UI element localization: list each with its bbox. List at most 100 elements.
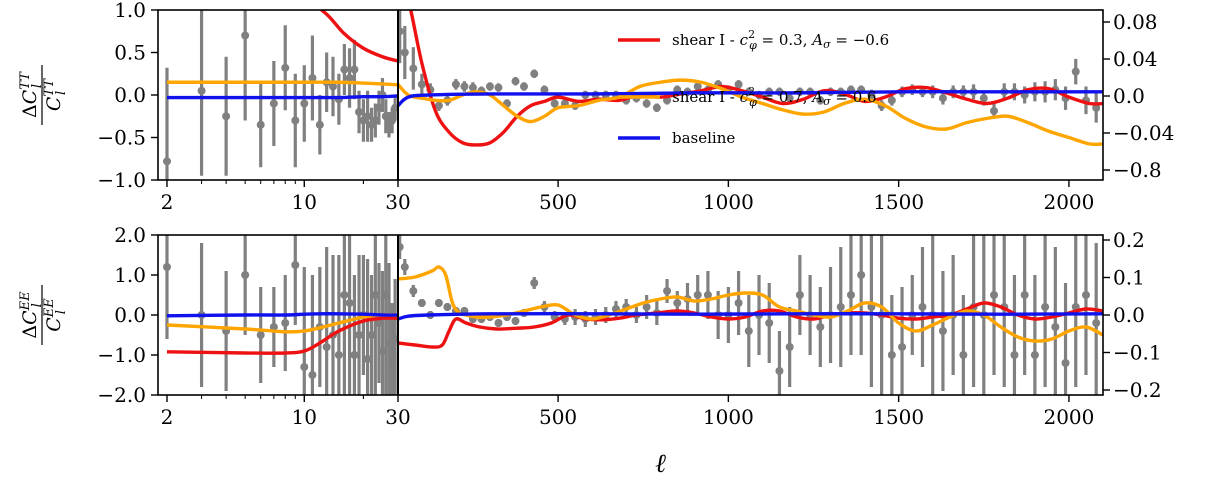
low-ell-region bbox=[162, 10, 398, 180]
low-ell-point bbox=[281, 63, 290, 72]
low-ell-point bbox=[340, 291, 349, 299]
low-ell-point bbox=[222, 112, 231, 121]
high-ell-point bbox=[846, 291, 855, 299]
shear2-curve-high bbox=[398, 265, 1103, 343]
high-ell-point bbox=[979, 94, 988, 103]
high-ell-point bbox=[485, 82, 494, 91]
y-tick-label-right: 0.0 bbox=[1113, 303, 1145, 327]
low-ell-point bbox=[391, 103, 398, 112]
high-ell-point bbox=[520, 82, 529, 91]
low-ell-point bbox=[308, 371, 317, 379]
y-tick-label-left: −1.0 bbox=[97, 343, 146, 367]
high-ell-point bbox=[460, 82, 469, 91]
low-ell-point bbox=[256, 331, 265, 339]
high-ell-point bbox=[642, 99, 651, 108]
x-tick-label: 500 bbox=[539, 405, 577, 429]
high-ell-point bbox=[1030, 351, 1039, 359]
baseline-curve-high bbox=[398, 90, 1103, 107]
legend-label-baseline: baseline bbox=[672, 129, 735, 147]
high-ell-point bbox=[938, 94, 947, 103]
high-ell-point bbox=[744, 327, 753, 335]
low-ell-point bbox=[241, 271, 250, 279]
low-ell-point bbox=[300, 99, 309, 108]
low-ell-point bbox=[256, 120, 265, 129]
low-ell-point bbox=[291, 261, 300, 269]
y-axis-label-denominator: CTTl bbox=[42, 78, 69, 111]
high-ell-point bbox=[434, 101, 443, 110]
x-tick-label: 1000 bbox=[703, 190, 754, 214]
high-ell-point bbox=[938, 327, 947, 335]
low-ell-point bbox=[345, 74, 354, 82]
low-ell-point bbox=[241, 31, 250, 40]
low-ell-point bbox=[291, 116, 300, 125]
low-ell-point bbox=[281, 319, 290, 327]
legend-label-shear1: shear I - c2 φ = 0.3, Aσ = −0.6 bbox=[672, 28, 889, 52]
high-ell-point bbox=[642, 303, 651, 311]
y-tick-label-right: 0.0 bbox=[1113, 84, 1145, 108]
high-ell-point bbox=[1081, 291, 1090, 299]
low-ell-point bbox=[363, 355, 372, 363]
baseline-curve-low bbox=[166, 312, 398, 318]
high-ell-point bbox=[1010, 351, 1019, 359]
x-tick-label: 2 bbox=[161, 190, 174, 214]
high-ell-point bbox=[785, 343, 794, 351]
high-ell-region bbox=[398, 10, 1103, 147]
high-ell-point bbox=[409, 64, 418, 73]
low-ell-point bbox=[334, 351, 343, 359]
y-tick-label-left: 0.5 bbox=[114, 41, 146, 65]
y-axis-label-numerator: ΔCEEl bbox=[18, 291, 45, 339]
shear1-curve-low bbox=[318, 10, 398, 63]
low-ell-point bbox=[367, 331, 376, 339]
low-ell-point bbox=[300, 363, 309, 371]
high-ell-point bbox=[494, 319, 503, 327]
y-tick-label-left: −2.0 bbox=[97, 383, 146, 407]
high-ell-point bbox=[652, 103, 661, 112]
high-ell-point bbox=[765, 319, 774, 327]
baseline-curve-low bbox=[166, 94, 398, 100]
low-ell-point bbox=[162, 157, 171, 166]
high-ell-point bbox=[959, 351, 968, 359]
x-tick-label: 2000 bbox=[1043, 405, 1094, 429]
y-tick-label-right: −0.04 bbox=[1113, 121, 1174, 145]
y-axis-label-numerator: ΔCTTl bbox=[18, 71, 45, 118]
high-ell-point bbox=[775, 367, 784, 375]
shear1-curve-low bbox=[166, 316, 398, 355]
y-tick-label-left: 1.0 bbox=[114, 263, 146, 287]
high-ell-point bbox=[434, 299, 443, 307]
high-ell-point bbox=[785, 94, 794, 103]
panel-tt: 2 10 30 500 1000 1500 2000 1.0 0.5 0.0 −0.5 −1.0 0.0… bbox=[18, 0, 1174, 214]
y-tick-label-right: −0.2 bbox=[1113, 378, 1162, 402]
y-axis-label-denominator: CEEl bbox=[42, 298, 69, 332]
low-ell-point bbox=[197, 86, 206, 95]
shear1-curve-high bbox=[409, 10, 1103, 147]
high-ell-point bbox=[1092, 319, 1101, 327]
y-tick-label-left: 0.0 bbox=[114, 303, 146, 327]
y-tick-label-right: 0.1 bbox=[1113, 266, 1145, 290]
x-tick-label: 2000 bbox=[1043, 190, 1094, 214]
low-ell-point bbox=[355, 108, 364, 116]
high-ell-point bbox=[693, 82, 702, 91]
high-ell-point bbox=[398, 243, 404, 251]
high-ell-point bbox=[918, 303, 927, 311]
high-ell-point bbox=[734, 80, 743, 89]
y-tick-label-left: 0.0 bbox=[114, 83, 146, 107]
x-tick-label: 2 bbox=[161, 405, 174, 429]
legend-label-shear2: shear I - c2 φ = 0.7, Aσ = 0.6 bbox=[672, 85, 877, 109]
low-ell-point bbox=[315, 120, 324, 129]
high-ell-point bbox=[550, 99, 559, 108]
y-tick-label-left: 2.0 bbox=[114, 223, 146, 247]
x-axis-label: ℓ bbox=[655, 449, 666, 479]
high-ell-point bbox=[990, 291, 999, 299]
low-ell-point bbox=[328, 82, 337, 91]
y-tick-label-left: −1.0 bbox=[97, 168, 146, 192]
x-tick-label: 10 bbox=[292, 405, 317, 429]
x-tick-label: 1500 bbox=[873, 190, 924, 214]
high-ell-point bbox=[795, 291, 804, 299]
high-ell-point bbox=[734, 299, 743, 307]
high-ell-point bbox=[451, 80, 460, 89]
low-ell-point bbox=[269, 323, 278, 331]
high-ell-region bbox=[398, 235, 1103, 395]
